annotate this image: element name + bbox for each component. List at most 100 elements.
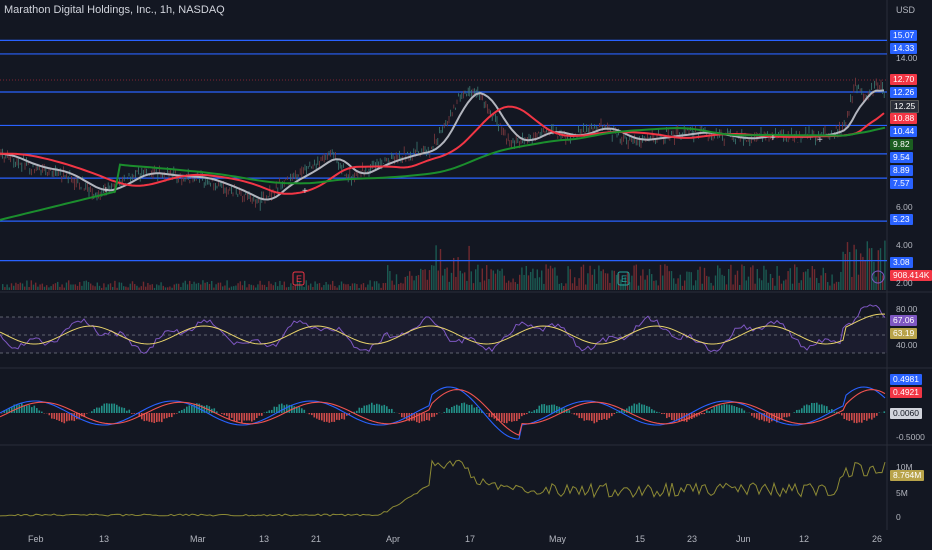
volume-bar [578,278,580,290]
volume-bar [811,266,813,290]
volume-bar [822,267,824,290]
volume-bar [750,267,752,290]
macd-histogram-bar [86,413,88,414]
volume-bar [549,265,552,290]
volume-bar [63,287,65,290]
macd-histogram-bar [411,413,413,421]
macd-histogram-bar [656,411,658,413]
volume-bar [37,286,39,290]
macd-histogram-bar [416,413,418,423]
volume-bar [318,283,321,290]
volume-bar [94,286,96,290]
volume-bar [523,274,525,290]
volume-bar [387,265,389,290]
macd-histogram-bar [521,413,523,417]
macd-histogram-bar [833,411,836,413]
volume-bar [351,283,354,290]
volume-bar [323,284,325,290]
volume-bar [6,284,8,290]
volume-bar [648,269,651,290]
rsi-ma-line [0,313,886,345]
macd-tick: -0.5000 [896,432,925,442]
volume-bar [703,267,706,290]
macd-histogram-bar [716,405,718,413]
macd-histogram-bar [316,413,318,419]
volume-bar [327,284,329,290]
macd-histogram-bar [526,413,528,415]
macd-histogram-bar [671,413,673,421]
volume-bar [514,282,516,290]
symbol-title[interactable]: Marathon Digital Holdings, Inc., 1h, NAS… [4,4,225,16]
macd-histogram-bar [401,413,403,418]
macd-histogram-bar [271,409,273,413]
macd-histogram-bar [126,410,128,413]
volume-bar [321,287,323,290]
macd-histogram-bar [181,410,183,413]
volume-bar [127,287,129,290]
macd-histogram-bar [191,405,193,413]
volume-bar [426,279,428,290]
macd-histogram-bar [73,413,76,422]
macd-histogram-bar [738,407,741,413]
macd-histogram-bar [48,413,51,416]
volume-bar [842,251,844,290]
macd-histogram-bar [468,405,471,413]
macd-histogram-bar [756,413,758,419]
macd-histogram-bar [611,413,613,417]
volume-bar [422,269,424,290]
macd-histogram-bar [228,413,231,420]
volume-bar [659,264,662,290]
volume-bar [809,277,811,290]
macd-histogram-bar [428,413,431,421]
volume-bar [279,280,281,290]
volume-bar [398,284,400,290]
volume-bar [477,264,479,290]
volume-bar [257,284,259,290]
volume-bar [615,274,618,290]
macd-histogram-bar [153,413,156,423]
macd-histogram-bar [678,413,681,422]
volume-bar [376,281,378,290]
volume-bar [835,281,838,290]
volume-bar [494,273,497,290]
volume-bar [365,287,367,290]
volume-bar [301,285,303,290]
macd-histogram-bar [243,413,246,421]
volume-bar [343,283,345,290]
ma-slow-line [0,126,886,221]
macd-histogram-bar [336,413,338,420]
macd-histogram-bar [113,403,116,413]
macd-histogram-bar [456,404,458,413]
price-tick: 4.00 [896,240,913,250]
macd-histogram-bar [221,413,223,414]
macd-histogram-bar [743,410,746,413]
macd-histogram-bar [298,407,301,413]
x-axis-label: 12 [799,534,810,544]
volume-bar [48,287,50,290]
macd-histogram-bar [636,404,638,413]
volume-bar [156,284,158,290]
macd-histogram-bar [463,402,466,413]
macd-histogram-bar [751,413,753,416]
macd-histogram-bar [121,407,123,413]
macd-histogram-bar [621,408,623,413]
price-badge: 8.89 [890,165,913,176]
macd-histogram-bar [148,413,151,422]
macd-histogram-bar [436,413,438,415]
volume-bar [404,276,406,290]
volume-bar [591,274,593,290]
volume-bar [877,250,879,290]
volume-bar [466,280,468,290]
volume-bar [611,270,613,290]
price-badge: 63.19 [890,328,918,339]
price-tick: 2.00 [896,278,913,288]
volume-bar [65,282,68,290]
macd-histogram-bar [638,402,641,413]
macd-histogram-bar [18,404,21,413]
volume-bar [395,274,398,290]
macd-histogram-bar [761,413,763,420]
volume-bar [433,265,435,290]
macd-histogram-bar [563,408,566,413]
volume-bar [657,285,659,290]
